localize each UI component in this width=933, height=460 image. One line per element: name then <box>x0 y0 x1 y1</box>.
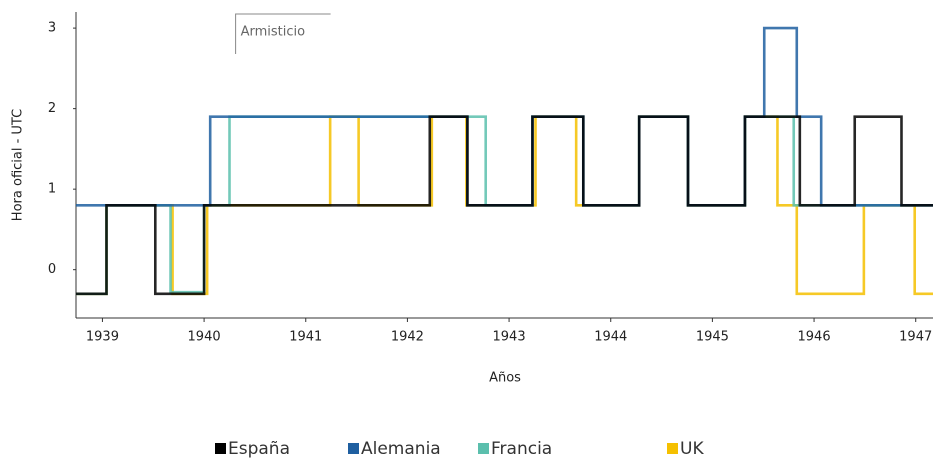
x-tick-label: 1947 <box>899 330 932 345</box>
x-tick-label: 1942 <box>391 330 424 345</box>
y-tick-label: 3 <box>48 21 56 36</box>
x-tick-label: 1945 <box>696 330 729 345</box>
legend-swatch <box>215 443 226 454</box>
x-tick-label: 1943 <box>493 330 526 345</box>
series-line <box>76 115 933 296</box>
y-tick-label: 2 <box>48 101 56 116</box>
legend-label: Francia <box>491 439 552 459</box>
annotation: Armisticio <box>241 25 306 40</box>
y-axis-label: Hora oficial - UTC <box>11 109 26 221</box>
y-tick-label: 0 <box>48 262 56 277</box>
legend-label: Alemania <box>361 439 441 459</box>
x-tick-label: 1940 <box>188 330 221 345</box>
x-tick-label: 1941 <box>289 330 322 345</box>
legend-swatch <box>667 443 678 454</box>
x-tick-label: 1946 <box>798 330 831 345</box>
legend-swatch <box>478 443 489 454</box>
annotation-bracket <box>235 13 331 54</box>
x-axis-label: Años <box>489 371 521 386</box>
y-tick-label: 1 <box>48 182 56 197</box>
legend-swatch <box>348 443 359 454</box>
series-line <box>76 26 933 207</box>
x-tick-label: 1944 <box>594 330 627 345</box>
legend-label: España <box>228 439 290 459</box>
legend-label: UK <box>680 439 704 459</box>
x-tick-label: 1939 <box>86 330 119 345</box>
